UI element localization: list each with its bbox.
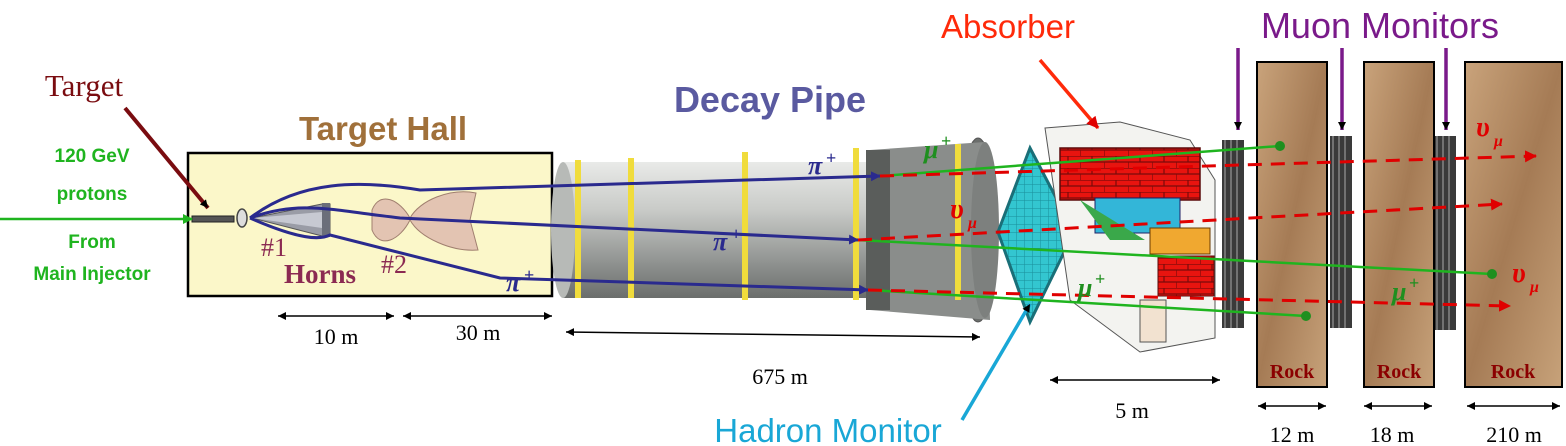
muon-track-upper [879, 144, 1281, 178]
rock-section-1 [1256, 61, 1328, 388]
decay-pipe-title: Decay Pipe [674, 79, 866, 120]
hadron-monitor-label: Hadron Monitor [714, 412, 941, 446]
absorber-label: Absorber [941, 8, 1075, 45]
hadron-monitor-pointer [960, 303, 1032, 421]
neutrino-track-upper [879, 150, 1537, 178]
muon-endpoint-lower [1301, 311, 1311, 321]
svg-text:π: π [808, 151, 823, 180]
beam-particle-label: protons [57, 184, 128, 205]
beam-energy-label: 120 GeV [55, 146, 130, 167]
horn-2 [371, 191, 479, 251]
dimension-label-30m: 30 m [456, 320, 501, 345]
muon-endpoint-middle [1487, 269, 1497, 279]
dimension-label-10m: 10 m [314, 324, 359, 349]
svg-text:μ: μ [922, 135, 938, 164]
horn-1-label: #1 [261, 233, 287, 262]
pion-label-upper: π + [808, 148, 836, 180]
dimension-label-5m: 5 m [1115, 398, 1149, 423]
target-rod [191, 208, 248, 228]
neutrino-label-pipe: υ μ [950, 194, 977, 232]
rock-label-3: Rock [1491, 361, 1536, 383]
svg-text:υ: υ [950, 194, 964, 225]
muon-endpoint-upper [1275, 141, 1285, 151]
neutrino-label-lower: υ μ [1512, 258, 1539, 296]
svg-text:+: + [941, 131, 951, 151]
beam-source-label-1: From [68, 232, 116, 253]
dimension-label-12m: 12 m [1270, 422, 1315, 446]
svg-text:π: π [506, 268, 521, 297]
muon-monitor-2 [1330, 136, 1352, 328]
svg-text:μ: μ [967, 215, 977, 232]
pion-label-lower: π + [506, 265, 534, 297]
pion-trajectory-upper [249, 171, 881, 220]
pion-label-middle: π + [713, 224, 741, 256]
svg-text:+: + [1409, 273, 1419, 293]
svg-text:μ: μ [1390, 277, 1406, 306]
muon-monitors-label: Muon Monitors [1261, 5, 1499, 46]
target-label: Target [45, 68, 124, 103]
pion-trajectory-middle [249, 206, 859, 245]
target-hall-title: Target Hall [299, 110, 467, 147]
muon-label-middle: μ + [1076, 269, 1105, 302]
muon-monitor-1 [1222, 140, 1244, 328]
neutrino-label-upper: υ μ [1476, 112, 1503, 150]
rock-section-3 [1464, 61, 1563, 388]
muon-label-rock: μ + [1390, 273, 1419, 306]
target-pointer-arrow [123, 106, 210, 210]
svg-text:υ: υ [1476, 112, 1490, 143]
dimension-label-210m: 210 m [1486, 422, 1542, 446]
pion-trajectory-lower [249, 216, 869, 295]
svg-text:π: π [713, 227, 728, 256]
muon-track-middle [857, 238, 1493, 276]
muon-label-upper: μ + [922, 131, 951, 164]
rock-label-1: Rock [1270, 361, 1315, 383]
beam-source-label-2: Main Injector [33, 264, 151, 285]
svg-text:+: + [731, 224, 741, 244]
svg-text:μ: μ [1529, 279, 1539, 296]
muon-monitor-3 [1434, 136, 1456, 330]
rock-section-2 [1363, 61, 1435, 388]
svg-text:μ: μ [1076, 273, 1092, 302]
svg-text:μ: μ [1493, 133, 1503, 150]
dimension-label-18m: 18 m [1370, 422, 1415, 446]
svg-text:+: + [826, 148, 836, 168]
muon-track-lower [867, 288, 1307, 318]
rock-label-2: Rock [1377, 361, 1422, 383]
target-hall-box [186, 151, 554, 298]
svg-text:+: + [524, 265, 534, 285]
horns-label: Horns [284, 259, 356, 289]
neutrino-track-lower [867, 288, 1511, 312]
svg-text:υ: υ [1512, 258, 1526, 289]
absorber-pointer [1038, 58, 1100, 130]
horn-1 [251, 203, 331, 237]
dimension-label-675m: 675 m [752, 364, 808, 389]
neutrino-track-middle [857, 198, 1503, 242]
dimension-line-675m [565, 328, 981, 341]
svg-text:+: + [1095, 269, 1105, 289]
